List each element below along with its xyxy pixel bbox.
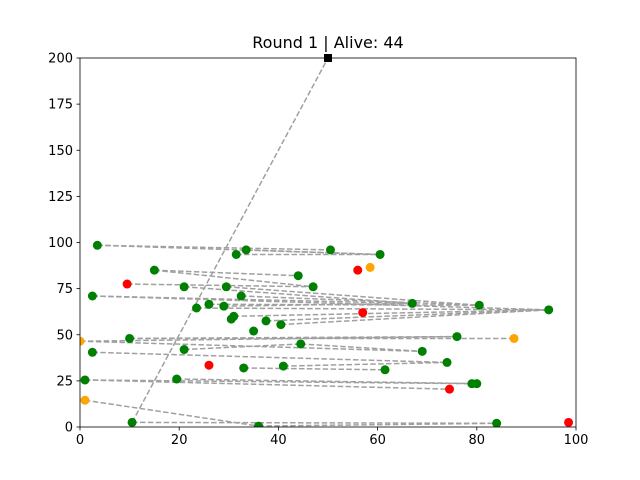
node-point bbox=[293, 271, 303, 281]
node-point bbox=[254, 421, 264, 427]
y-tick-label: 50 bbox=[56, 328, 73, 343]
node-point bbox=[80, 395, 90, 405]
plot-marks bbox=[80, 58, 574, 427]
node-point bbox=[221, 282, 231, 292]
x-tick-label: 20 bbox=[171, 433, 188, 448]
node-point bbox=[442, 357, 452, 367]
axes: 0 20 40 60 80 100 0 25 50 75 100 125 150 175 200 bbox=[48, 52, 588, 449]
node-point bbox=[296, 339, 306, 349]
link-line bbox=[92, 351, 448, 364]
link-line bbox=[84, 399, 259, 427]
node-point bbox=[452, 332, 462, 342]
link-line bbox=[241, 295, 480, 306]
link-line bbox=[184, 286, 413, 305]
node-point bbox=[80, 375, 90, 385]
node-point bbox=[358, 308, 368, 318]
node-point bbox=[179, 345, 189, 355]
x-tick-label: 100 bbox=[564, 433, 589, 448]
node-point bbox=[241, 245, 251, 255]
link-line bbox=[283, 361, 448, 367]
y-tick-label: 100 bbox=[48, 236, 73, 251]
node-point bbox=[276, 320, 286, 330]
x-tick-label: 60 bbox=[369, 433, 386, 448]
node-point bbox=[226, 314, 236, 324]
x-tick-label: 40 bbox=[270, 433, 287, 448]
y-tick-label: 125 bbox=[48, 190, 73, 205]
node-point bbox=[192, 303, 202, 313]
y-tick-label: 0 bbox=[65, 421, 73, 436]
chart-title: Round 1 | Alive: 44 bbox=[252, 33, 403, 52]
link-line bbox=[97, 244, 331, 251]
node-point bbox=[509, 333, 519, 343]
node-point bbox=[149, 265, 159, 275]
node-point bbox=[92, 240, 102, 250]
link-line bbox=[258, 422, 497, 427]
link-line bbox=[280, 309, 549, 326]
y-tick-label: 25 bbox=[56, 374, 73, 389]
link-line bbox=[154, 269, 299, 277]
node-point bbox=[249, 326, 259, 336]
link-line bbox=[196, 307, 549, 311]
link-line bbox=[176, 378, 477, 385]
node-point bbox=[125, 333, 135, 343]
link-line bbox=[184, 343, 301, 351]
node-point bbox=[172, 374, 182, 384]
node-point bbox=[492, 418, 502, 427]
node-point bbox=[236, 291, 246, 301]
node-point bbox=[325, 245, 335, 255]
link-line bbox=[92, 295, 413, 305]
node-point bbox=[308, 282, 318, 292]
node-point bbox=[564, 417, 574, 427]
link-line bbox=[300, 343, 423, 353]
node-point bbox=[472, 379, 482, 389]
node-point bbox=[407, 298, 417, 308]
y-tick-label: 175 bbox=[48, 98, 73, 113]
node-point bbox=[474, 300, 484, 310]
node-point bbox=[80, 336, 85, 346]
node-point bbox=[261, 316, 271, 326]
node-point bbox=[179, 282, 189, 292]
node-point bbox=[380, 365, 390, 375]
link-line bbox=[127, 283, 314, 288]
node-point bbox=[239, 363, 249, 373]
link-line bbox=[154, 269, 314, 288]
link-line bbox=[129, 335, 457, 340]
node-point bbox=[353, 265, 363, 275]
node-point bbox=[231, 249, 241, 259]
node-point bbox=[417, 346, 427, 356]
link-line bbox=[131, 58, 329, 423]
node-point bbox=[122, 279, 132, 289]
node-point bbox=[87, 347, 97, 357]
link-line bbox=[246, 249, 381, 256]
node-point bbox=[127, 417, 137, 427]
node-point bbox=[204, 299, 214, 309]
node-point bbox=[204, 360, 214, 370]
link-line bbox=[92, 295, 549, 311]
link-line bbox=[132, 421, 497, 425]
link-line bbox=[233, 309, 549, 318]
link-line bbox=[84, 379, 472, 385]
node-point bbox=[365, 262, 375, 272]
node-point bbox=[375, 249, 385, 259]
node-point bbox=[278, 361, 288, 371]
node-point bbox=[219, 301, 229, 311]
y-tick-label: 75 bbox=[56, 282, 73, 297]
link-line bbox=[226, 286, 480, 306]
x-tick-label: 0 bbox=[76, 433, 84, 448]
node-point bbox=[87, 291, 97, 301]
link-line bbox=[84, 379, 450, 390]
y-tick-label: 200 bbox=[48, 52, 73, 67]
node-point bbox=[544, 305, 554, 315]
plot-area bbox=[80, 54, 574, 427]
y-tick-label: 150 bbox=[48, 144, 73, 159]
x-tick-label: 80 bbox=[469, 433, 486, 448]
node-point bbox=[445, 384, 455, 394]
